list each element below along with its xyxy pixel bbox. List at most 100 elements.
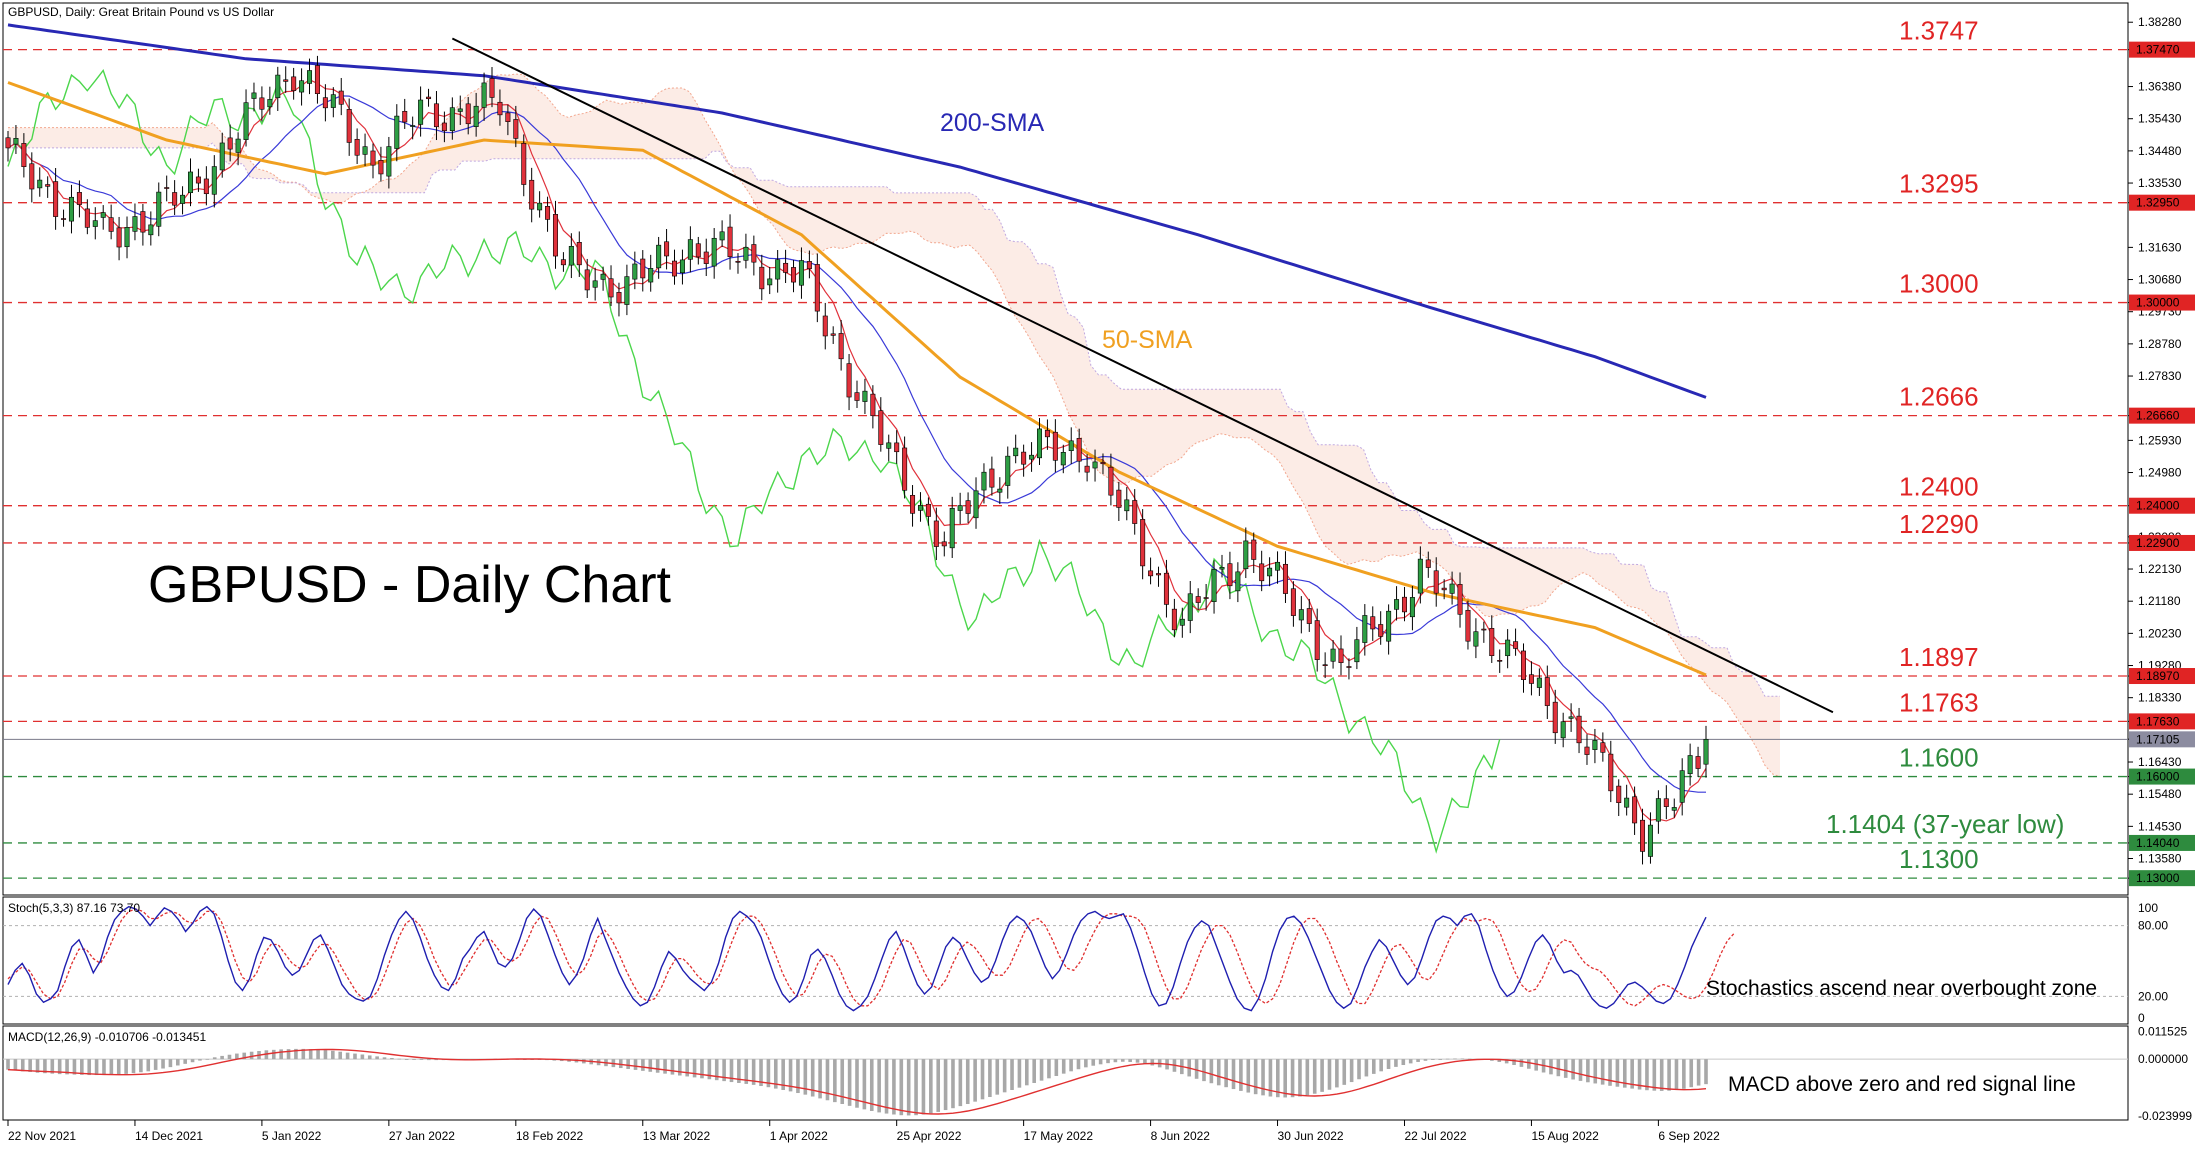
macd-hist-bar (168, 1059, 173, 1068)
candle-body (394, 115, 400, 149)
macd-hist-bar (1298, 1059, 1302, 1097)
macd-hist-bar (404, 1059, 409, 1060)
macd-hist-bar (803, 1059, 808, 1095)
macd-hist-bar (722, 1059, 726, 1082)
candle-body (156, 191, 162, 227)
macd-hist-bar (1047, 1059, 1051, 1079)
candle-body (1489, 628, 1495, 656)
macd-hist-bar (921, 1059, 926, 1115)
candle-body (457, 108, 463, 112)
macd-hist-bar (1674, 1059, 1679, 1090)
candle-body (1298, 609, 1304, 621)
candle-body (552, 214, 558, 257)
time-axis: 22 Nov 2021 14 Dec 2021 5 Jan 2022 27 Jan 2… (7, 1120, 1720, 1143)
macd-hist-bar (1135, 1059, 1140, 1063)
candle-body (291, 76, 297, 91)
macd-hist-bar (855, 1059, 859, 1108)
macd-hist-bar (840, 1059, 845, 1104)
macd-hist-bar (707, 1059, 712, 1080)
macd-hist-bar (412, 1059, 416, 1060)
time-label-7: 25 Apr 2022 (897, 1129, 962, 1143)
macd-hist-bar (655, 1059, 660, 1073)
macd-hist-bar (1371, 1059, 1376, 1074)
macd-hist-bar (294, 1048, 298, 1060)
candle-body (1544, 677, 1550, 706)
macd-hist-bar (670, 1059, 675, 1075)
candle-body (219, 142, 225, 171)
time-label-5: 13 Mar 2022 (643, 1129, 711, 1143)
price-tag-bg (2129, 870, 2195, 887)
macd-hist-bar (847, 1059, 852, 1106)
macd-hist-bar (1497, 1059, 1502, 1062)
macd-hist-bar (929, 1059, 933, 1114)
candle-body (53, 181, 59, 217)
candle-body (1624, 797, 1630, 808)
candle-body (783, 262, 789, 273)
candle-body (1695, 756, 1701, 769)
candle-body (227, 137, 233, 150)
candle-body (1671, 807, 1677, 811)
candle-body (1156, 573, 1162, 576)
candle-body (679, 259, 685, 274)
candle-body (743, 246, 749, 261)
candle-body (648, 268, 654, 283)
macd-hist-bar (1320, 1059, 1324, 1092)
candle-body (1616, 785, 1622, 803)
macd-panel: 0.011525 0.000000 -0.023999 (3, 1024, 2192, 1123)
macd-hist-bar (1261, 1059, 1265, 1096)
candle-body (267, 99, 273, 108)
axis-tick-label: 1.16430 (2138, 755, 2182, 769)
candle-body (1029, 454, 1035, 460)
macd-hist-bar (72, 1059, 77, 1075)
macd-hist-bar (825, 1059, 830, 1101)
candle-body (148, 224, 154, 236)
candle-body (830, 333, 836, 336)
candle-body (981, 471, 987, 491)
candle-body (164, 187, 170, 189)
candle-body (1465, 609, 1471, 642)
macd-hist-bar (1460, 1058, 1465, 1060)
macd-hist-bar (1534, 1059, 1538, 1071)
candle-body (1044, 430, 1050, 438)
macd-hist-bar (899, 1059, 904, 1116)
axis-tick-label: 1.15480 (2138, 787, 2182, 801)
macd-hist-bar (301, 1048, 306, 1060)
current-price-tag: 1.17105 (2136, 732, 2180, 746)
macd-hist-bar (212, 1057, 217, 1060)
macd-hist-bar (235, 1053, 239, 1060)
macd-hist-bar (1401, 1059, 1406, 1066)
candle-body (886, 442, 892, 449)
time-label-4: 18 Feb 2022 (516, 1129, 584, 1143)
candle-body (957, 505, 963, 511)
macd-hist-bar (205, 1058, 210, 1060)
macd-hist-bar (1054, 1059, 1059, 1076)
macd-hist-bar (1216, 1059, 1221, 1086)
candle-body (584, 269, 590, 291)
level-label-5: 1.2290 (1899, 509, 1979, 539)
candle-body (426, 96, 432, 100)
candle-body (1378, 624, 1384, 637)
candle-body (592, 280, 598, 288)
cloud-span-b (8, 142, 1780, 697)
price-tag-10: 1.13000 (2136, 871, 2180, 885)
time-label-10: 30 Jun 2022 (1278, 1129, 1344, 1143)
macd-hist-bar (1091, 1059, 1096, 1066)
macd-hist-bar (1150, 1059, 1155, 1066)
macd-hist-bar (183, 1059, 187, 1064)
macd-hist-bar (286, 1049, 291, 1060)
macd-hist-bar (1276, 1059, 1280, 1098)
candle-body (1409, 597, 1415, 618)
candle-body (973, 490, 979, 519)
price-tag-5: 1.22900 (2136, 536, 2180, 550)
macd-axis-zero: 0.000000 (2138, 1052, 2188, 1066)
macd-hist-bar (1556, 1059, 1561, 1077)
stoch-axis-bottom: 0 (2138, 1011, 2145, 1025)
candle-body (1362, 615, 1368, 643)
candle-body (695, 243, 701, 258)
macd-hist-bar (618, 1059, 623, 1069)
cloud-span-a (8, 73, 1781, 778)
candle-body (1647, 824, 1653, 857)
macd-hist-bar (1696, 1059, 1701, 1086)
candle-body (1179, 618, 1185, 626)
macd-hist-bar (1445, 1058, 1450, 1060)
